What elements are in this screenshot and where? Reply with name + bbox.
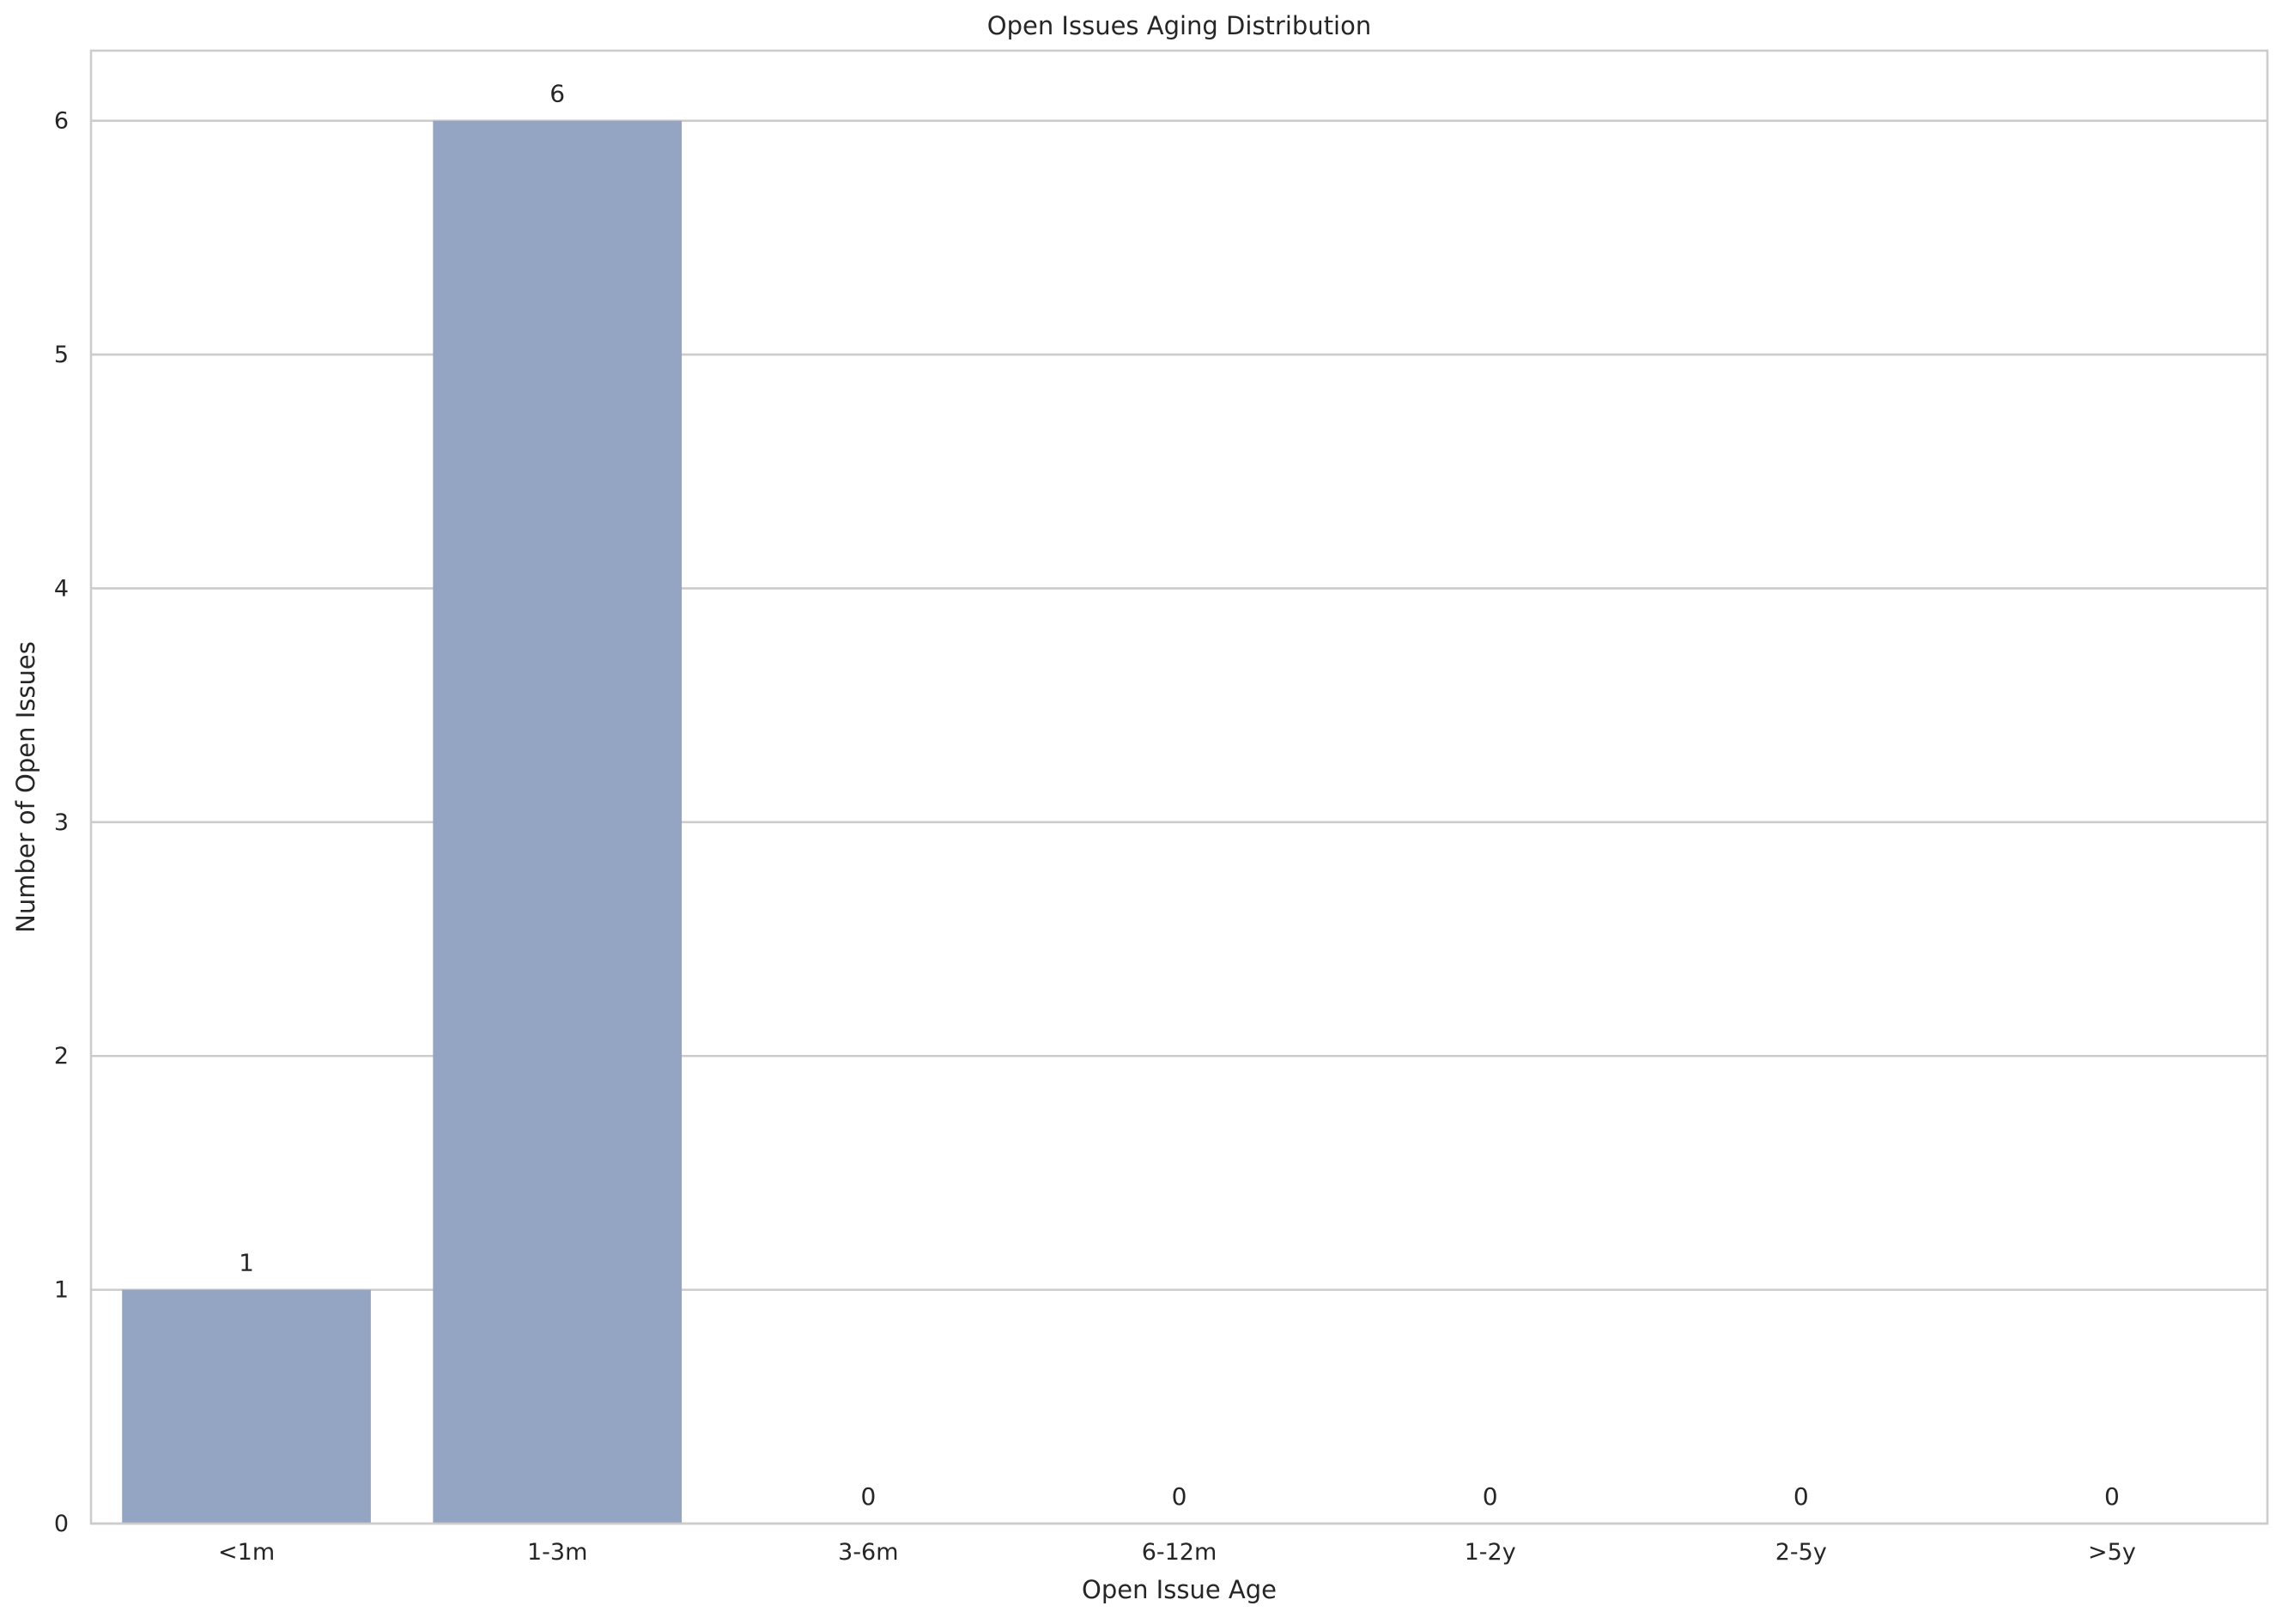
x-axis-label: Open Issue Age xyxy=(1082,1575,1277,1604)
data-label: 0 xyxy=(1483,1482,1498,1511)
y-tick-label: 1 xyxy=(54,1277,69,1304)
y-tick-label: 4 xyxy=(54,575,69,602)
data-label: 1 xyxy=(239,1249,254,1277)
chart-title: Open Issues Aging Distribution xyxy=(987,11,1372,40)
x-tick-label: >5y xyxy=(2088,1539,2136,1566)
data-label: 0 xyxy=(2104,1482,2120,1511)
grid-layer xyxy=(91,119,2267,1525)
y-tick-label: 0 xyxy=(54,1511,69,1537)
bar-layer xyxy=(122,120,683,1524)
y-tick-label: 3 xyxy=(54,809,69,836)
x-tick-labels: <1m 1-3m 3-6m 6-12m 1-2y 2-5y >5y xyxy=(218,1539,2136,1566)
x-tick-label: 1-3m xyxy=(527,1539,587,1566)
data-labels: 1 6 0 0 0 0 0 xyxy=(239,80,2120,1511)
data-label: 6 xyxy=(549,80,565,108)
x-tick-label: 3-6m xyxy=(838,1539,898,1566)
x-tick-label: <1m xyxy=(218,1539,275,1566)
y-tick-label: 2 xyxy=(54,1043,69,1070)
x-tick-label: 6-12m xyxy=(1142,1539,1217,1566)
data-label: 0 xyxy=(1793,1482,1809,1511)
y-axis-label: Number of Open Issues xyxy=(11,641,40,933)
plot-frame xyxy=(89,49,2269,1525)
bar xyxy=(433,120,683,1524)
data-label: 0 xyxy=(860,1482,876,1511)
x-tick-label: 2-5y xyxy=(1775,1539,1827,1566)
bar xyxy=(122,1289,371,1524)
y-tick-label: 6 xyxy=(54,108,69,135)
x-tick-label: 1-2y xyxy=(1465,1539,1516,1566)
data-label: 0 xyxy=(1172,1482,1187,1511)
y-tick-label: 5 xyxy=(54,342,69,368)
y-tick-labels: 0 1 2 3 4 5 6 xyxy=(54,108,69,1537)
